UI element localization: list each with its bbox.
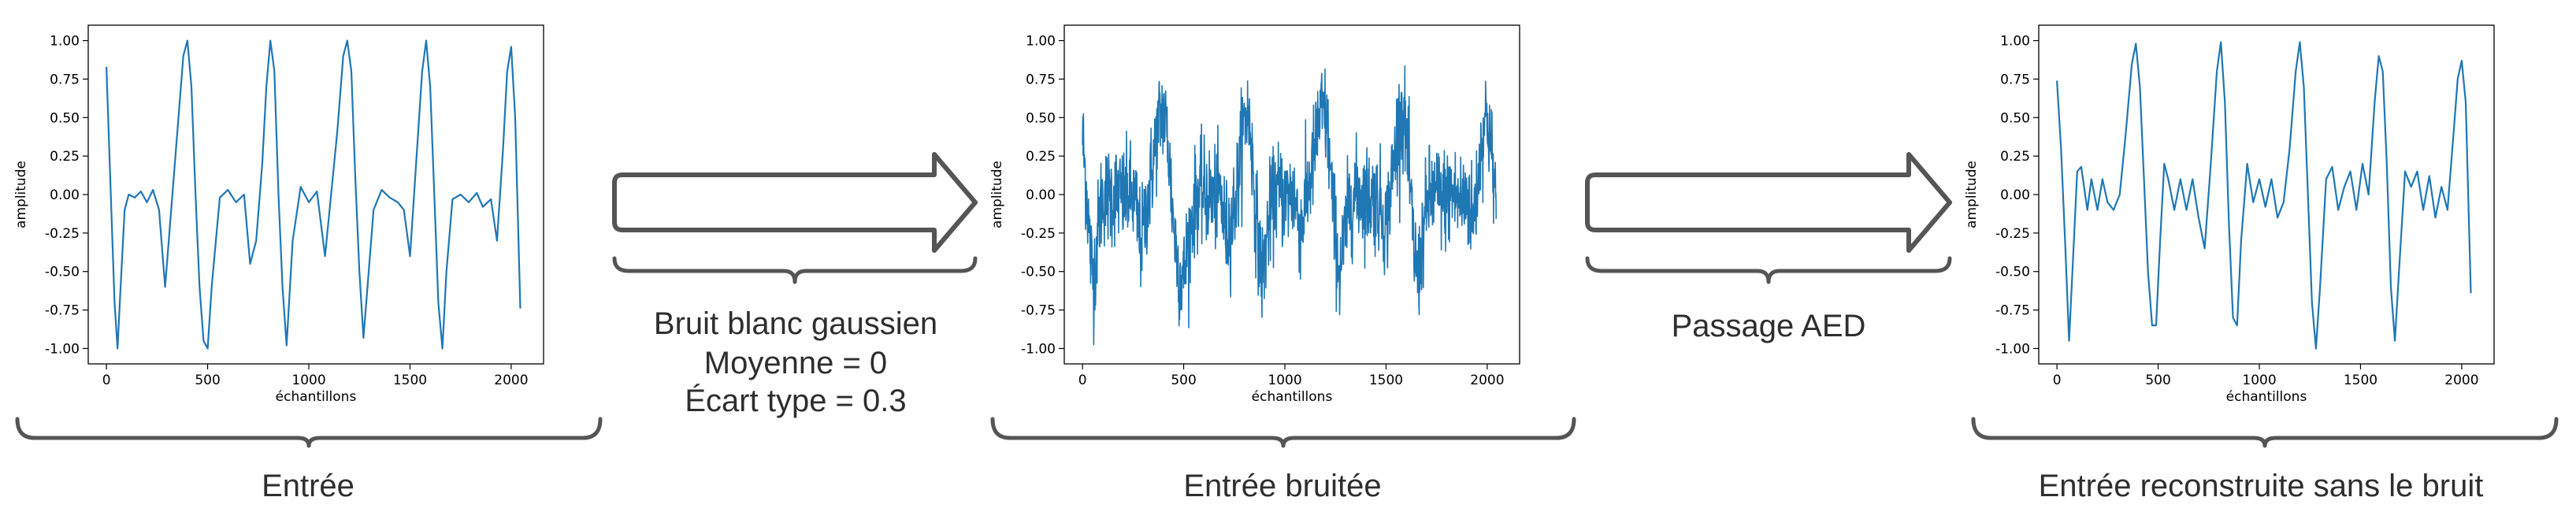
y-tick-label: 0.50 xyxy=(1026,110,1056,126)
plot-frame xyxy=(87,24,544,365)
y-tick-label: -0.75 xyxy=(1995,303,2030,319)
y-tick-label: -0.25 xyxy=(45,226,80,242)
series-line xyxy=(2056,41,2472,350)
chart-entree-bruitee: 0 500 1000 1500 2000 1.00 0.75 0.50 0.25 0.00 -0.2… xyxy=(989,24,1576,448)
y-tick-label: 0.75 xyxy=(1026,72,1056,87)
x-tick-label: 1500 xyxy=(393,373,427,388)
x-tick-label: 0 xyxy=(1078,373,1087,388)
caption-entree: Entrée xyxy=(262,469,354,503)
y-tick-label: -0.50 xyxy=(1995,265,2030,280)
x-axis-label: échantillons xyxy=(1252,389,1333,405)
arrow-brace xyxy=(1585,256,1952,284)
y-tick-label: -0.25 xyxy=(1021,226,1056,242)
series-line xyxy=(1082,65,1498,346)
noise-caption-line-2: Moyenne = 0 xyxy=(704,346,887,380)
y-tick-label: -1.00 xyxy=(1021,341,1056,357)
y-tick-label: 0.75 xyxy=(50,72,80,87)
x-tick-label: 500 xyxy=(1171,373,1196,388)
arrow-shape xyxy=(1585,152,1952,253)
x-tick-label: 0 xyxy=(2053,373,2062,388)
x-tick-label: 2000 xyxy=(1470,373,1504,388)
x-tick-label: 1500 xyxy=(2344,373,2377,388)
y-tick-label: -0.25 xyxy=(1995,226,2030,242)
y-axis-label: amplitude xyxy=(1964,161,1980,228)
x-tick-label: 1000 xyxy=(291,373,325,388)
brace xyxy=(15,417,603,448)
y-tick-label: 0.00 xyxy=(1026,187,1056,203)
caption-entree-bruitee: Entrée bruitée xyxy=(1183,469,1381,503)
arrow-brace xyxy=(612,256,978,284)
y-tick-label: -1.00 xyxy=(45,341,80,357)
brace xyxy=(1971,417,2559,448)
x-tick-label: 1500 xyxy=(1369,373,1403,388)
y-axis-label: amplitude xyxy=(13,161,29,228)
y-tick-label: 0.25 xyxy=(2000,149,2030,165)
x-tick-label: 1000 xyxy=(1268,373,1301,388)
noise-caption-line-1: Bruit blanc gaussien xyxy=(654,306,937,341)
chart-entree: 0 500 1000 1500 2000 1.00 0.75 0.50 0.25 0.00 -0.2… xyxy=(13,24,603,448)
x-tick-label: 500 xyxy=(195,373,220,388)
y-tick-label: 0.00 xyxy=(2000,187,2030,203)
y-axis-label: amplitude xyxy=(989,161,1005,228)
caption-entree-reconstruite: Entrée reconstruite sans le bruit xyxy=(2039,469,2484,503)
y-tick-label: 0.50 xyxy=(50,110,80,126)
y-tick-label: 1.00 xyxy=(1026,34,1056,50)
y-tick-label: -0.50 xyxy=(1021,265,1056,280)
y-tick-label: 0.50 xyxy=(2000,110,2030,126)
arrow-shape xyxy=(612,152,978,253)
aed-caption: Passage AED xyxy=(1672,309,1866,343)
y-tick-label: 0.00 xyxy=(50,187,80,203)
x-axis-label: échantillons xyxy=(2226,389,2307,405)
series-line xyxy=(106,39,522,350)
arrow-noise xyxy=(612,152,978,284)
x-tick-label: 1000 xyxy=(2242,373,2276,388)
x-tick-label: 2000 xyxy=(494,373,528,388)
brace xyxy=(990,417,1576,448)
y-tick-label: -0.75 xyxy=(45,303,80,319)
y-tick-label: 1.00 xyxy=(2000,34,2030,50)
y-tick-label: 0.25 xyxy=(50,149,80,165)
x-tick-label: 2000 xyxy=(2444,373,2478,388)
chart-entree-reconstruite: 0 500 1000 1500 2000 1.00 0.75 0.50 0.25 0.00 -0.2… xyxy=(1964,24,2559,448)
x-tick-label: 500 xyxy=(2145,373,2170,388)
y-tick-label: -0.75 xyxy=(1021,303,1056,319)
y-tick-label: -1.00 xyxy=(1995,341,2030,357)
arrow-aed xyxy=(1585,152,1952,284)
y-tick-label: 1.00 xyxy=(50,34,80,50)
y-tick-label: 0.25 xyxy=(1026,149,1056,165)
x-tick-label: 0 xyxy=(102,373,111,388)
x-axis-label: échantillons xyxy=(276,389,357,405)
plot-frame xyxy=(2038,24,2495,365)
y-tick-label: -0.50 xyxy=(45,265,80,280)
y-tick-label: 0.75 xyxy=(2000,72,2030,87)
noise-caption-line-3: Écart type = 0.3 xyxy=(685,383,906,418)
